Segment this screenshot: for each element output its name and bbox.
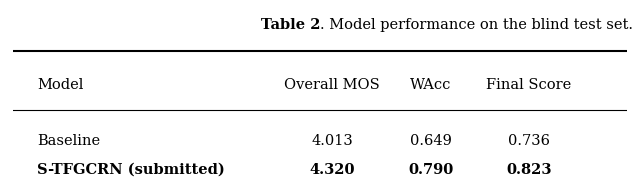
Text: . Model performance on the blind test set.: . Model performance on the blind test se…	[320, 18, 633, 32]
Text: Overall MOS: Overall MOS	[284, 78, 380, 92]
Text: S-TFGCRN (submitted): S-TFGCRN (submitted)	[37, 163, 225, 177]
Text: 4.320: 4.320	[310, 163, 355, 177]
Text: Table 2: Table 2	[260, 18, 320, 32]
Text: 0.736: 0.736	[508, 135, 550, 148]
Text: 0.823: 0.823	[506, 163, 552, 177]
Text: 0.649: 0.649	[410, 135, 452, 148]
Text: 4.013: 4.013	[312, 135, 353, 148]
Text: Model: Model	[37, 78, 84, 92]
Text: 0.790: 0.790	[408, 163, 453, 177]
Text: WAcc: WAcc	[410, 78, 451, 92]
Text: Baseline: Baseline	[37, 135, 100, 148]
Text: Final Score: Final Score	[486, 78, 572, 92]
